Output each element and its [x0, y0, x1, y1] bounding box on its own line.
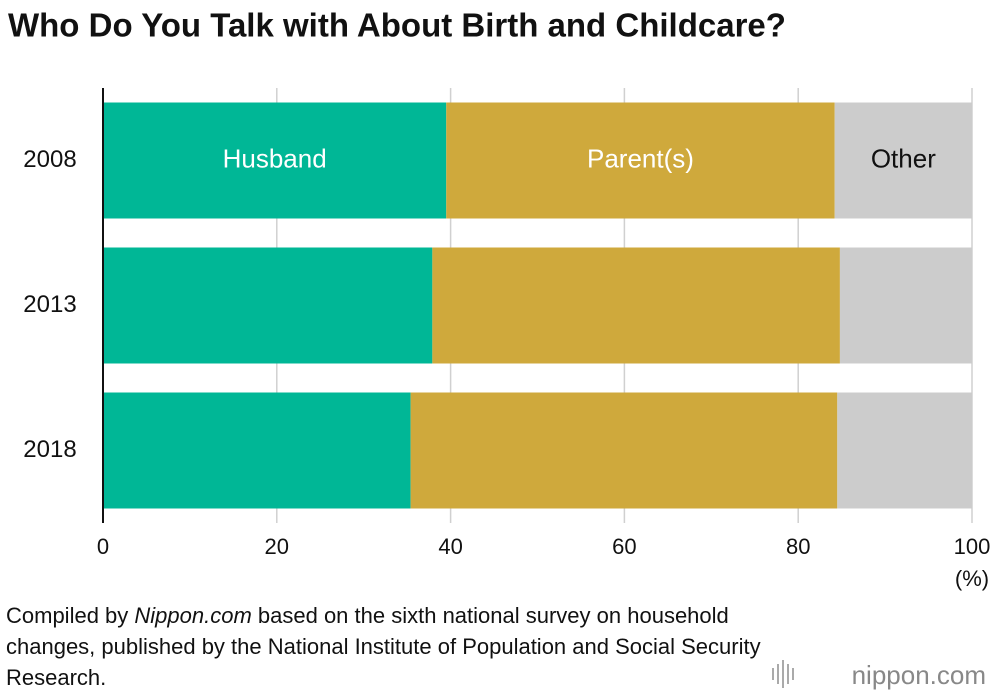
bar-segment: [103, 247, 433, 364]
chart-title: Who Do You Talk with About Birth and Chi…: [8, 7, 786, 44]
x-tick-label: 40: [438, 534, 462, 559]
bar-segment: [103, 102, 447, 219]
bar-segment: [410, 392, 838, 509]
bar-segment: [432, 247, 840, 364]
source-text: Nippon.com: [134, 603, 252, 628]
x-tick-label: 80: [786, 534, 810, 559]
x-tick-label: 20: [265, 534, 289, 559]
source-text: Compiled by: [6, 603, 135, 628]
bar-segment: [839, 247, 972, 364]
logo-icon: [772, 660, 794, 688]
y-tick-label: 2013: [23, 291, 76, 318]
segment-label: Other: [871, 143, 936, 173]
x-tick-label: 0: [97, 534, 109, 559]
bar-segment: [834, 102, 972, 219]
y-tick-label: 2008: [23, 146, 76, 173]
x-axis-unit: (%): [955, 566, 989, 591]
source-text: based on the sixth national survey on ho…: [6, 603, 761, 690]
segment-label: Husband: [223, 143, 327, 173]
logo: nippon.com: [851, 660, 986, 690]
source-note: Compiled by Nippon.com based on the sixt…: [6, 600, 776, 693]
bar-segment: [103, 392, 411, 509]
x-tick-label: 100: [954, 534, 991, 559]
x-tick-label: 60: [612, 534, 636, 559]
bar-segment: [446, 102, 835, 219]
segment-label: Parent(s): [587, 143, 694, 173]
bar-segment: [837, 392, 972, 509]
y-tick-label: 2018: [23, 436, 76, 463]
